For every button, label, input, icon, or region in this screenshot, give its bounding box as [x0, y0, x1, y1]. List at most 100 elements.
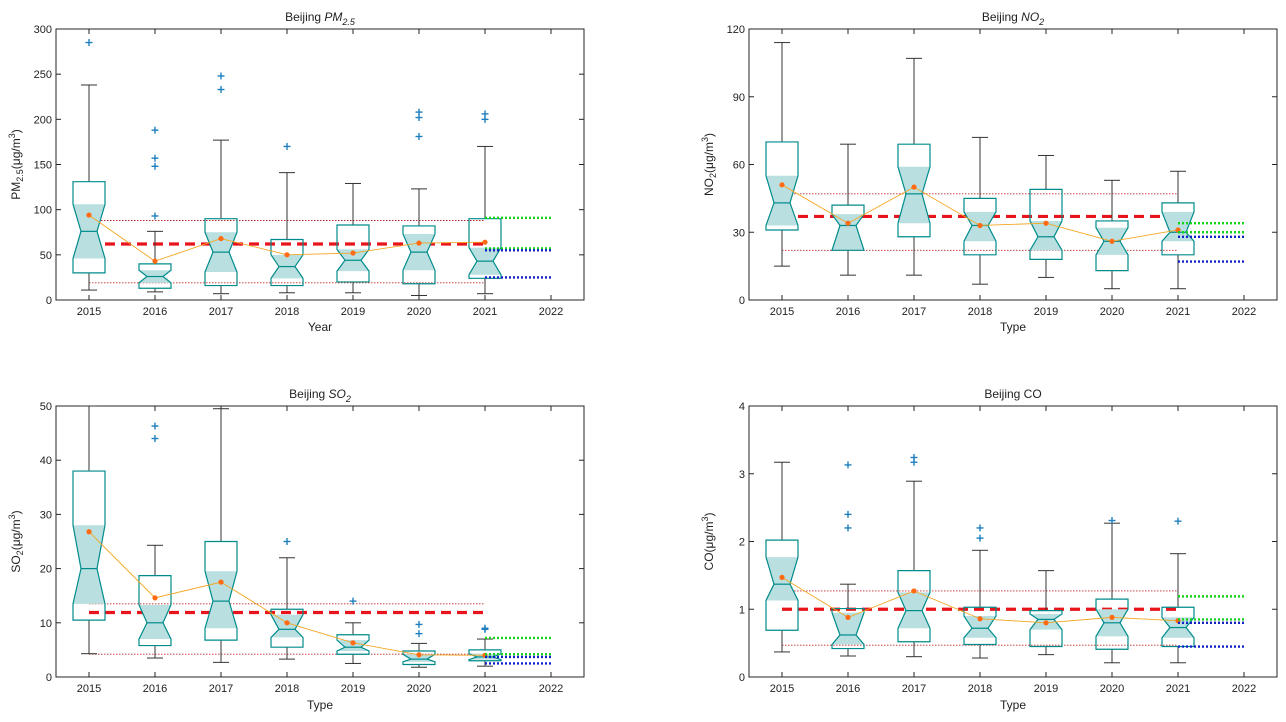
x-tick-label: 2017 [902, 306, 926, 318]
axes-frame [55, 405, 585, 678]
mean-marker-2019 [350, 250, 356, 256]
box-outline [765, 539, 799, 631]
x-tick-label: 2016 [143, 683, 167, 695]
outlier-marker [151, 162, 159, 170]
outlier-marker [349, 597, 357, 605]
x-tick-label: 2018 [968, 306, 992, 318]
box-outline [831, 607, 865, 650]
y-tick-label: 10 [40, 618, 52, 630]
y-tick-label: 0 [739, 295, 745, 307]
mean-marker-2015 [86, 212, 92, 218]
x-tick-label: 2018 [275, 683, 299, 695]
box-outline [1029, 188, 1063, 260]
y-tick-label: 90 [733, 92, 745, 104]
x-tick-label: 2015 [77, 306, 101, 318]
x-axis-label: Year [308, 320, 332, 334]
y-tick-label: 2 [739, 537, 745, 549]
outlier-marker [85, 39, 93, 47]
y-tick-label: 20 [40, 564, 52, 576]
box-outline [1029, 610, 1063, 648]
outlier-marker [151, 422, 159, 430]
x-axis-label: Type [1000, 320, 1026, 334]
box-2019 [336, 182, 370, 294]
y-axis-label: SO2(μg/m3) [7, 510, 25, 572]
box-outline [138, 575, 172, 647]
mean-marker-2017 [911, 184, 917, 190]
outlier-marker [1174, 517, 1182, 525]
axes-frame [748, 405, 1278, 678]
mean-marker-2019 [1043, 220, 1049, 226]
y-axis-label: PM2.5(μg/m3) [7, 129, 25, 199]
mean-marker-2015 [779, 574, 785, 581]
mean-marker-2016 [152, 258, 158, 264]
box-2018 [270, 142, 304, 294]
box-outline [963, 606, 997, 646]
notch-band [832, 214, 864, 251]
x-tick-label: 2016 [143, 306, 167, 318]
mean-marker-2018 [284, 620, 290, 626]
y-tick-label: 0 [46, 672, 52, 684]
box-outline [1161, 606, 1195, 648]
x-tick-label: 2016 [836, 306, 860, 318]
box-2017 [897, 57, 931, 276]
box-outline [1095, 598, 1129, 650]
box-2015 [72, 405, 106, 655]
box-outline [897, 143, 931, 238]
x-tick-label: 2022 [539, 683, 563, 695]
outlier-marker [283, 142, 291, 150]
y-tick-label: 50 [40, 250, 52, 262]
y-tick-label: 60 [733, 160, 745, 172]
chart-title: Beijing NO2 [982, 10, 1044, 27]
box-outline [270, 238, 304, 287]
outlier-marker [844, 510, 852, 518]
mean-marker-2020 [416, 240, 422, 246]
box-outline [336, 224, 370, 283]
outlier-marker [844, 524, 852, 532]
mean-marker-2015 [86, 529, 92, 535]
box-outline [765, 141, 799, 231]
y-axis-label: CO(μg/m3) [700, 513, 716, 571]
outlier-marker [217, 72, 225, 80]
mean-marker-2020 [1109, 238, 1115, 244]
x-axis-label: Type [307, 698, 333, 712]
x-tick-label: 2017 [209, 306, 233, 318]
x-tick-label: 2020 [407, 306, 431, 318]
notch-band [898, 166, 930, 224]
x-tick-label: 2018 [968, 683, 992, 695]
y-tick-label: 250 [34, 69, 52, 81]
y-tick-label: 4 [739, 401, 745, 413]
y-tick-label: 30 [40, 509, 52, 521]
notch-band [1162, 211, 1194, 242]
box-2016 [138, 422, 172, 659]
notch-band [139, 604, 171, 640]
box-outline [72, 181, 106, 274]
outlier-marker [481, 110, 489, 118]
box-2015 [72, 39, 106, 291]
y-tick-label: 50 [40, 401, 52, 413]
box-outline [1095, 220, 1129, 272]
y-tick-label: 120 [727, 24, 745, 36]
mean-marker-2021 [482, 239, 488, 245]
y-tick-label: 30 [733, 227, 745, 239]
x-tick-label: 2022 [1232, 306, 1256, 318]
box-2021 [468, 110, 502, 295]
x-tick-label: 2019 [341, 306, 365, 318]
mean-marker-2018 [977, 616, 983, 622]
box-outline [402, 650, 436, 666]
chart-title: Beijing CO [984, 387, 1041, 401]
box-outline [831, 204, 865, 251]
x-axis-label: Type [1000, 698, 1026, 712]
box-outline [1161, 202, 1195, 256]
notch-band [271, 614, 303, 638]
y-tick-label: 200 [34, 114, 52, 126]
notch-band [832, 612, 864, 645]
y-axis-label: NO2(μg/m3) [700, 133, 718, 196]
x-tick-label: 2020 [1100, 683, 1124, 695]
mean-marker-2016 [845, 614, 851, 620]
outlier-marker [151, 212, 159, 220]
notch-band [73, 525, 105, 604]
mean-marker-2018 [284, 252, 290, 258]
y-tick-label: 100 [34, 205, 52, 217]
mean-marker-2020 [416, 652, 422, 658]
x-tick-label: 2021 [473, 306, 497, 318]
